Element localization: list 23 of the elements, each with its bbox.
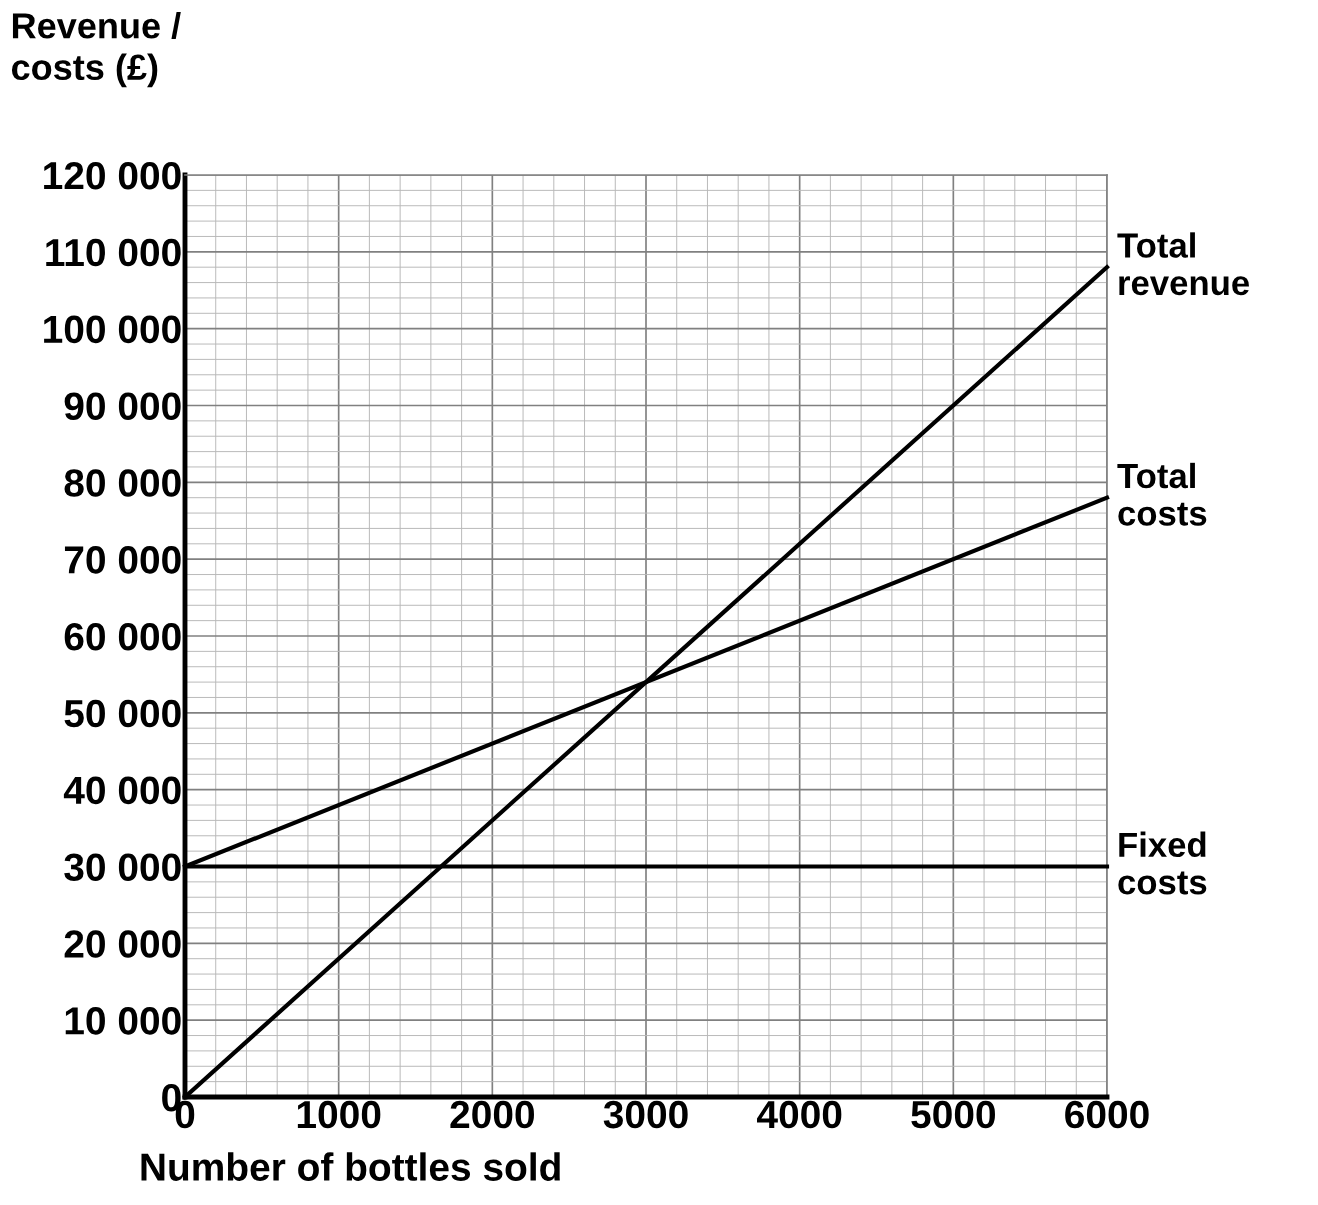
- y-tick-label: 60 000: [64, 622, 181, 651]
- y-tick-label: 50 000: [64, 699, 181, 728]
- x-tick-label: 2000: [450, 1100, 534, 1129]
- y-tick-label: 30 000: [64, 853, 181, 882]
- y-tick-label: 120 000: [44, 161, 181, 190]
- series-label: Fixed costs: [1118, 831, 1207, 895]
- y-tick-label: 100 000: [44, 315, 181, 344]
- y-tick-label: 40 000: [63, 776, 181, 805]
- y-tick-label: 90 000: [64, 392, 181, 420]
- y-tick-label: 70 000: [64, 546, 181, 574]
- x-tick-label: 1000: [297, 1100, 381, 1129]
- y-tick-label: 20 000: [64, 930, 181, 958]
- series-label: Total revenue: [1117, 232, 1249, 296]
- x-tick-label: 5000: [911, 1100, 995, 1129]
- x-axis-title: Number of bottles sold: [141, 1152, 560, 1181]
- series-label: Total costs: [1117, 462, 1207, 526]
- y-axis-title: Revenue / costs (£): [11, 12, 181, 88]
- x-tick-label: 3000: [603, 1100, 688, 1129]
- x-tick-label: 6000: [1065, 1100, 1149, 1129]
- x-tick-label: 4000: [757, 1100, 842, 1129]
- y-tick-label: 10 000: [65, 1007, 181, 1035]
- y-tick-label: 110 000: [46, 238, 181, 267]
- y-tick-label: 80 000: [64, 469, 181, 497]
